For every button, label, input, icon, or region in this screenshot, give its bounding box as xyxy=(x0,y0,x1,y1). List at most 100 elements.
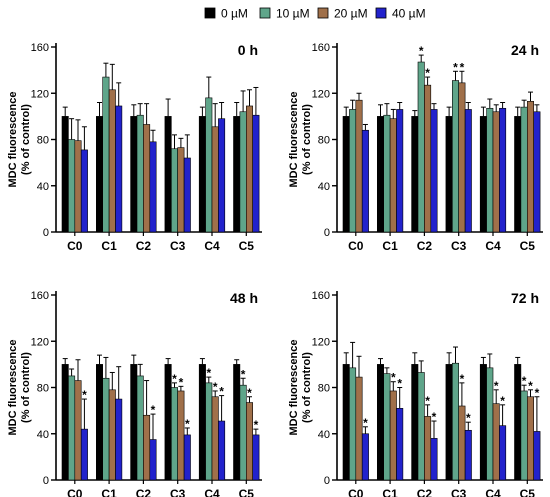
panel-title: 72 h xyxy=(511,290,539,306)
chart-panel: 0 40 80 120 160 MDC fluorescence(% of control… xyxy=(7,42,262,253)
x-tick-label: C1 xyxy=(382,239,398,253)
y-tick-label: 40 xyxy=(37,181,49,193)
significance-marker: * xyxy=(391,371,396,385)
bar xyxy=(61,364,69,481)
bar xyxy=(130,116,138,233)
y-axis-label-line: MDC fluorescence xyxy=(7,340,19,436)
legend-label: 0 µM xyxy=(221,7,248,21)
bar xyxy=(164,116,172,233)
bar xyxy=(198,364,206,481)
bar xyxy=(218,118,226,233)
y-tick-label: 160 xyxy=(31,42,49,54)
bar xyxy=(389,118,397,233)
x-tick-label: C5 xyxy=(239,487,255,497)
legend-swatch xyxy=(259,7,271,19)
y-axis-label-line: MDC fluorescence xyxy=(288,340,300,436)
bar xyxy=(342,364,350,481)
bar xyxy=(492,403,500,481)
x-tick-label: C0 xyxy=(67,239,83,253)
y-tick-label: 120 xyxy=(31,336,49,348)
x-tick-label: C3 xyxy=(170,487,186,497)
bar xyxy=(246,402,254,481)
legend-label: 40 µM xyxy=(392,7,426,21)
bar xyxy=(102,76,110,233)
x-tick-label: C0 xyxy=(348,487,364,497)
bar xyxy=(349,109,357,233)
y-axis-label-line: MDC fluorescence xyxy=(288,92,300,188)
bar xyxy=(218,420,226,481)
significance-marker: * xyxy=(419,44,424,58)
bar xyxy=(445,364,453,481)
bar xyxy=(458,405,466,481)
panel-title: 48 h xyxy=(230,290,258,306)
bar xyxy=(68,139,76,233)
bar xyxy=(164,364,172,481)
chart-panel: 0 40 80 120 160 MDC fluorescence(% of control… xyxy=(288,290,543,497)
significance-marker: * xyxy=(185,417,190,431)
bar xyxy=(411,364,419,481)
bar xyxy=(349,367,357,481)
significance-marker: * xyxy=(397,377,402,391)
bar xyxy=(383,114,391,233)
significance-marker: * xyxy=(466,411,471,425)
bar xyxy=(61,116,69,233)
bar xyxy=(239,111,247,233)
y-tick-label: 40 xyxy=(318,181,330,193)
bar xyxy=(533,431,541,481)
legend-swatch xyxy=(204,7,216,19)
x-tick-label: C5 xyxy=(520,487,536,497)
x-tick-label: C3 xyxy=(451,239,467,253)
bar xyxy=(479,116,487,233)
significance-marker: * xyxy=(241,367,246,381)
bar xyxy=(464,109,472,233)
significance-marker: * xyxy=(425,394,430,408)
y-tick-label: 120 xyxy=(312,336,330,348)
bar xyxy=(499,425,507,481)
y-tick-label: 40 xyxy=(318,429,330,441)
bar xyxy=(252,434,260,481)
significance-marker: * xyxy=(151,403,156,417)
bar xyxy=(233,116,241,233)
y-tick-label: 80 xyxy=(37,383,49,395)
significance-marker: * xyxy=(528,379,533,393)
panel-title: 24 h xyxy=(511,42,539,58)
x-tick-label: C1 xyxy=(382,487,398,497)
bar xyxy=(143,124,151,233)
significance-marker: * xyxy=(213,380,218,394)
y-tick-label: 80 xyxy=(318,135,330,147)
bar xyxy=(430,109,438,233)
bar xyxy=(479,364,487,481)
y-tick-label: 0 xyxy=(324,227,330,239)
bar xyxy=(411,116,419,233)
bar xyxy=(355,99,363,233)
bar xyxy=(445,116,453,233)
y-tick-label: 120 xyxy=(312,88,330,100)
bar xyxy=(130,364,138,481)
bar xyxy=(486,107,494,233)
bar xyxy=(96,364,104,481)
bar xyxy=(396,109,404,233)
significance-marker: * xyxy=(535,386,540,400)
bar xyxy=(136,375,144,481)
bar xyxy=(458,82,466,233)
bar xyxy=(198,116,206,233)
significance-marker: * xyxy=(432,410,437,424)
bar xyxy=(149,439,157,481)
bar xyxy=(520,390,528,481)
bar xyxy=(533,111,541,233)
significance-marker: * xyxy=(425,66,430,80)
significance-marker: * xyxy=(460,60,465,74)
bar xyxy=(499,107,507,233)
bar xyxy=(361,129,369,233)
bar xyxy=(183,157,191,233)
bar xyxy=(424,84,432,233)
x-tick-label: C4 xyxy=(485,487,501,497)
x-tick-label: C2 xyxy=(136,239,152,253)
y-axis-label-line: (% of control) xyxy=(301,352,313,423)
bar xyxy=(451,362,459,481)
bar xyxy=(492,111,500,233)
significance-marker: * xyxy=(254,418,259,432)
bar xyxy=(80,428,88,481)
bar xyxy=(177,390,185,481)
significance-marker: * xyxy=(494,379,499,393)
